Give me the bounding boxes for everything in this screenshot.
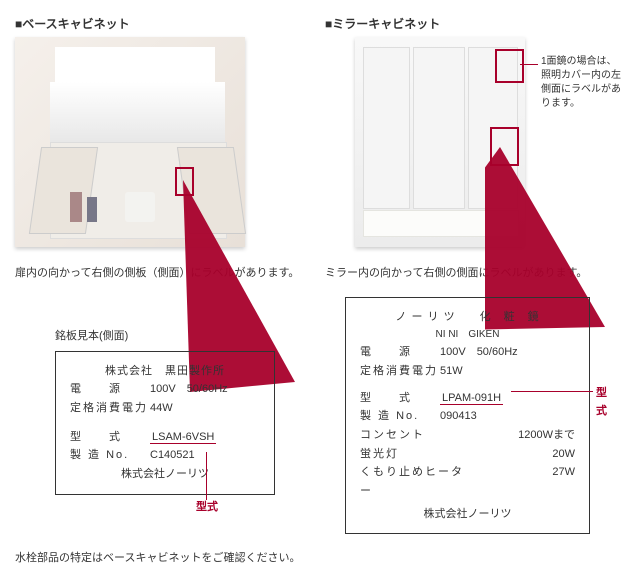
plate2-power-value: 100V 50/60Hz [440, 343, 575, 362]
plate2-rated-label: 定格消費電力 [360, 362, 440, 381]
side-note-leader [520, 64, 538, 65]
plate2-mfg-value: 090413 [440, 407, 575, 426]
label-location-marker-mirror-top [495, 49, 524, 83]
mirror-cabinet-photo-area: 1面鏡の場合は、照明カバー内の左側面にラベルがあります。 [325, 37, 615, 257]
mirror-cabinet-title: ■ミラーキャビネット [325, 15, 615, 32]
base-cabinet-title: ■ベースキャビネット [15, 15, 305, 32]
plate2-model-value: LPAM-091H [440, 392, 503, 405]
plate2-model-label: 型 式 [360, 389, 440, 408]
plate-mfg-value: C140521 [150, 446, 260, 465]
bottom-note: 水栓部品の特定はベースキャビネットをご確認ください。 [15, 549, 615, 565]
plate-mfg-label: 製 造 No. [70, 446, 150, 465]
plate2-fluor-label: 蛍光灯 [360, 445, 440, 464]
plate2-heater-value: 27W [470, 463, 575, 500]
model-tag-base: 型式 [196, 498, 218, 517]
plate2-sub: NI NI GIKEN [360, 326, 575, 343]
plate2-outlet-value: 1200Wまで [440, 426, 575, 445]
model-tag-mirror: 型式 [596, 384, 607, 421]
mirror-side-note: 1面鏡の場合は、照明カバー内の左側面にラベルがあります。 [541, 55, 626, 111]
plate2-heater-label: くもり止めヒーター [360, 463, 470, 500]
plate-power-label: 電 源 [70, 380, 150, 399]
plate-footer: 株式会社ノーリツ [70, 465, 260, 484]
plate2-fluor-value: 20W [440, 445, 575, 464]
plate2-mfg-label: 製 造 No. [360, 407, 440, 426]
plate2-outlet-label: コンセント [360, 426, 440, 445]
label-location-marker-mirror-mid [490, 127, 519, 166]
base-cabinet-photo [15, 37, 245, 247]
plate-model-label: 型 式 [70, 428, 150, 447]
base-cabinet-section: ■ベースキャビネット 扉内の向かって右側の側板（側面）にラベルがあります。 [15, 15, 305, 534]
plate-sample-heading: 銘板見本(側面) [55, 327, 305, 343]
plate2-power-label: 電 源 [360, 343, 440, 362]
label-location-marker-base [175, 167, 194, 196]
plate-model-value: LSAM-6VSH [150, 431, 216, 444]
plate-power-value: 100V 50/60Hz [150, 380, 260, 399]
base-cabinet-photo-area [15, 37, 305, 257]
plate2-header: ノ ー リ ツ 化 粧 鏡 [360, 308, 575, 327]
mirror-cabinet-caption: ミラー内の向かって右側の側面にラベルがあります。 [325, 265, 615, 282]
plate-rated-label: 定格消費電力 [70, 399, 150, 418]
base-cabinet-plate: 株式会社 黒田製作所 電 源 100V 50/60Hz 定格消費電力 44W 型… [55, 351, 275, 495]
model-tag-line-base-v [206, 452, 207, 500]
plate-rated-value: 44W [150, 399, 260, 418]
plate-company: 株式会社 黒田製作所 [70, 362, 260, 381]
mirror-cabinet-plate: ノ ー リ ツ 化 粧 鏡 NI NI GIKEN 電 源 100V 50/60… [345, 297, 590, 535]
plate2-rated-value: 51W [440, 362, 575, 381]
base-cabinet-caption: 扉内の向かって右側の側板（側面）にラベルがあります。 [15, 265, 305, 282]
mirror-cabinet-section: ■ミラーキャビネット 1面鏡の場合は、照明カバー内の左側面にラベルがあります。 … [325, 15, 615, 534]
model-tag-line-mirror [511, 391, 593, 392]
plate2-footer: 株式会社ノーリツ [360, 505, 575, 524]
